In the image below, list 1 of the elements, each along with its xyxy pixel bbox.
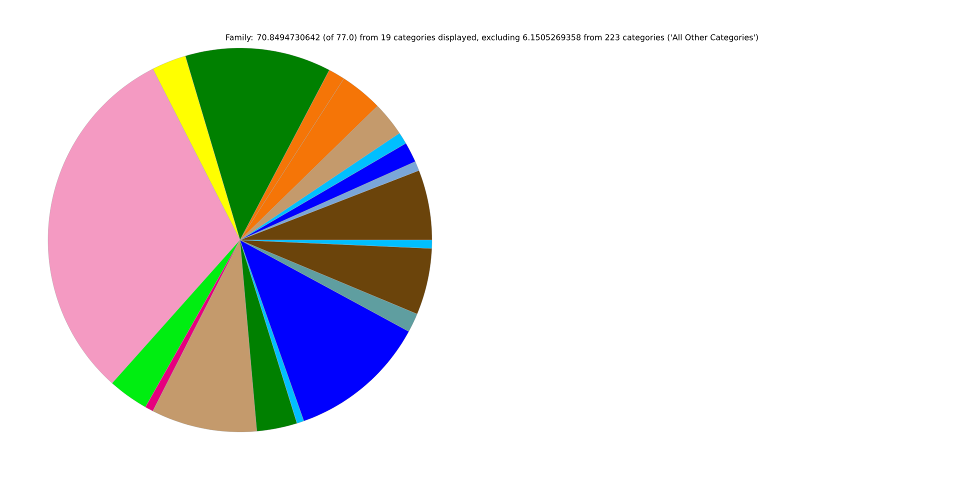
text: Family: 70.8494730642 (of 77.0) from 19 categories displayed, excluding 6.1505269358 from 223 categories ('All Other Categories')	[226, 34, 758, 42]
